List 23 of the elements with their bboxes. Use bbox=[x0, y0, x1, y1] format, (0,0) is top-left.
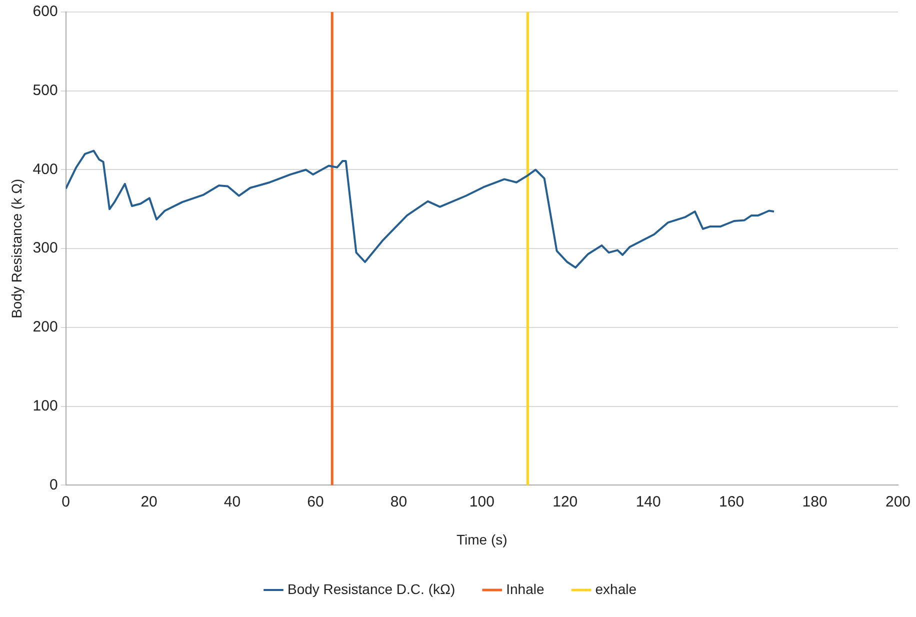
y-tick-label: 300 bbox=[32, 240, 58, 257]
y-tick-label: 500 bbox=[32, 82, 58, 100]
legend-label: exhale bbox=[595, 580, 637, 597]
x-tick-label: 80 bbox=[390, 493, 408, 510]
x-tick-label: 180 bbox=[802, 493, 828, 510]
x-tick-label: 60 bbox=[307, 493, 324, 510]
y-tick-label: 600 bbox=[32, 3, 58, 20]
x-tick-label: 120 bbox=[552, 493, 578, 510]
legend-label: Body Resistance D.C. (kΩ) bbox=[287, 580, 456, 597]
x-tick-label: 200 bbox=[885, 493, 911, 510]
x-tick-label: 40 bbox=[224, 493, 241, 510]
legend-label: Inhale bbox=[506, 580, 544, 597]
y-tick-label: 100 bbox=[32, 397, 58, 414]
x-tick-label: 100 bbox=[469, 493, 494, 510]
y-tick-label: 200 bbox=[32, 318, 58, 336]
x-tick-label: 140 bbox=[636, 493, 661, 510]
x-tick-label: 160 bbox=[719, 493, 744, 510]
y-axis-title: Body Resistance (k Ω) bbox=[8, 178, 24, 318]
y-tick-label: 400 bbox=[32, 160, 58, 178]
x-tick-label: 0 bbox=[62, 493, 70, 510]
x-tick-label: 20 bbox=[140, 493, 158, 510]
x-axis-title: Time (s) bbox=[456, 531, 508, 548]
y-tick-label: 0 bbox=[49, 476, 58, 494]
